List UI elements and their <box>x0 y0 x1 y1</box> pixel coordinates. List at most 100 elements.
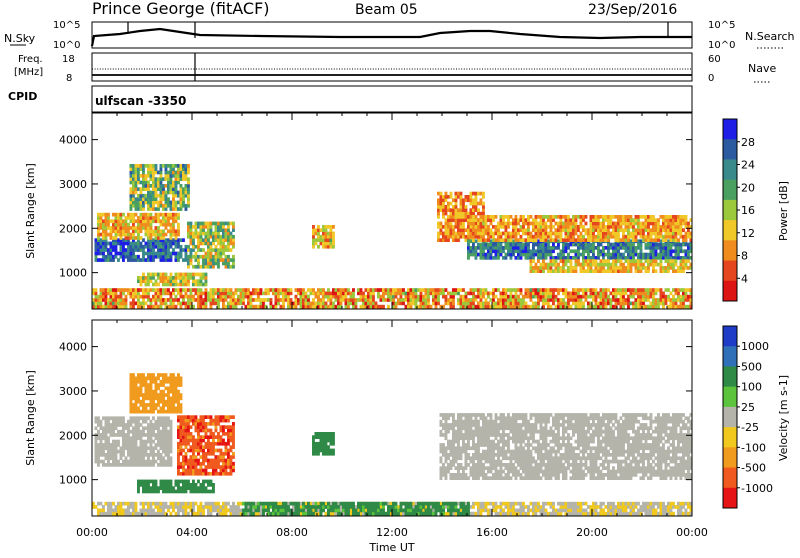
data-cell <box>647 232 650 236</box>
data-cell <box>520 238 523 242</box>
data-cell <box>197 298 200 302</box>
data-cell <box>107 258 110 262</box>
data-cell <box>162 460 165 464</box>
data-cell <box>667 249 670 253</box>
data-cell <box>482 218 485 222</box>
data-cell <box>615 222 618 226</box>
data-cell <box>147 416 150 420</box>
data-cell <box>585 295 588 299</box>
data-cell <box>162 512 165 516</box>
data-cell <box>125 248 128 252</box>
data-cell <box>157 204 160 208</box>
data-cell <box>577 512 580 516</box>
data-cell <box>310 302 313 306</box>
data-cell <box>480 232 483 236</box>
data-cell <box>317 232 320 236</box>
data-cell <box>155 255 158 259</box>
data-cell <box>215 228 218 232</box>
data-cell <box>132 164 135 168</box>
data-cell <box>615 259 618 263</box>
data-cell <box>145 292 148 296</box>
data-cell <box>402 288 405 292</box>
data-cell <box>137 181 140 185</box>
data-cell <box>132 184 135 188</box>
data-cell <box>247 295 250 299</box>
data-cell <box>522 246 525 250</box>
data-cell <box>135 509 138 513</box>
data-cell <box>140 423 143 427</box>
data-cell <box>215 288 218 292</box>
data-cell <box>647 228 650 232</box>
data-cell <box>552 298 555 302</box>
data-cell <box>205 288 208 292</box>
data-cell <box>215 302 218 306</box>
data-cell <box>670 235 673 239</box>
data-cell <box>580 269 583 273</box>
data-cell <box>390 288 393 292</box>
data-cell <box>125 502 128 506</box>
data-cell <box>625 302 628 306</box>
data-cell <box>472 243 475 247</box>
data-cell <box>127 450 130 454</box>
data-cell <box>147 505 150 509</box>
data-cell <box>640 235 643 239</box>
data-cell <box>135 505 138 509</box>
data-cell <box>142 207 145 211</box>
data-cell <box>172 292 175 296</box>
data-cell <box>275 302 278 306</box>
data-cell <box>182 505 185 509</box>
data-cell <box>230 509 233 513</box>
data-cell <box>127 463 130 467</box>
data-cell <box>132 443 135 447</box>
data-cell <box>500 302 503 306</box>
data-cell <box>675 225 678 229</box>
data-cell <box>187 232 190 236</box>
data-cell <box>182 164 185 168</box>
data-cell <box>135 453 138 457</box>
data-cell <box>455 222 458 226</box>
data-cell <box>470 202 473 206</box>
data-cell <box>662 305 665 309</box>
data-cell <box>552 259 555 263</box>
data-cell <box>472 205 475 209</box>
data-cell <box>430 288 433 292</box>
data-cell <box>457 228 460 232</box>
data-cell <box>142 194 145 198</box>
data-cell <box>457 292 460 296</box>
data-cell <box>600 292 603 296</box>
data-cell <box>197 279 200 283</box>
data-cell <box>227 235 230 239</box>
data-cell <box>512 512 515 516</box>
data-cell <box>627 228 630 232</box>
data-cell <box>175 181 178 185</box>
data-cell <box>665 266 668 270</box>
data-cell <box>590 218 593 222</box>
data-cell <box>362 512 365 516</box>
data-cell <box>627 259 630 263</box>
nsky-panel: N.Sky 10^5 10^0 10^5 10^0 N.Search <box>4 20 795 51</box>
data-cell <box>112 255 115 259</box>
data-cell <box>472 232 475 236</box>
data-cell <box>207 248 210 252</box>
data-cell <box>332 245 335 249</box>
data-cell <box>660 256 663 260</box>
data-cell <box>540 246 543 250</box>
data-cell <box>627 263 630 267</box>
data-cell <box>130 450 133 454</box>
data-cell <box>117 229 120 233</box>
data-cell <box>227 502 230 506</box>
data-cell <box>600 509 603 513</box>
data-cell <box>202 248 205 252</box>
data-cell <box>457 502 460 506</box>
data-cell <box>652 266 655 270</box>
data-cell <box>445 298 448 302</box>
data-cell <box>470 302 473 306</box>
data-cell <box>680 256 683 260</box>
data-cell <box>127 430 130 434</box>
data-cell <box>312 245 315 249</box>
data-cell <box>157 233 160 237</box>
data-cell <box>585 298 588 302</box>
data-cell <box>95 443 98 447</box>
data-cell <box>140 181 143 185</box>
